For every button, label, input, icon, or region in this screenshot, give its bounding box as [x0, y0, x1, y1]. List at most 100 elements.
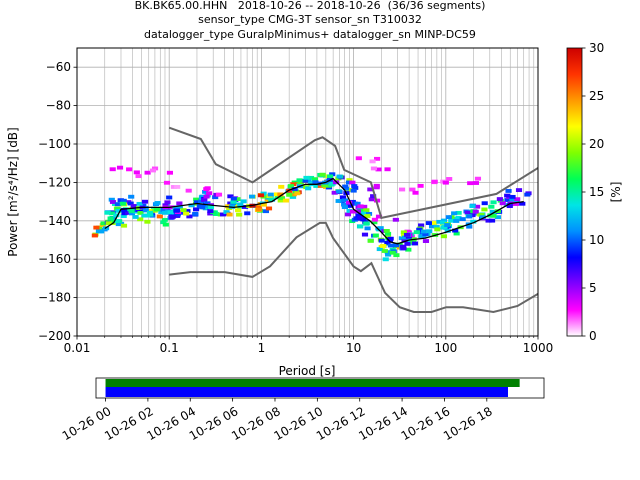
density-cell — [440, 234, 447, 239]
density-cell — [91, 233, 98, 238]
coverage-tick-label: 10-26 18 — [441, 404, 495, 443]
density-cell — [144, 219, 151, 224]
density-cluster — [413, 223, 436, 238]
density-cell — [420, 229, 428, 234]
density-cell — [413, 230, 420, 235]
density-cell — [399, 187, 406, 192]
y-tick-label: −60 — [46, 60, 71, 74]
density-cell — [469, 204, 476, 209]
density-cluster — [109, 165, 133, 172]
x-tick-label: 0.01 — [64, 341, 91, 355]
density-cell — [431, 179, 438, 184]
density-cluster — [353, 211, 378, 231]
density-cell — [392, 217, 399, 222]
density-cell — [185, 188, 192, 193]
density-cell — [206, 191, 213, 196]
density-cell — [336, 174, 343, 179]
density-cell — [346, 209, 353, 213]
density-cell — [513, 199, 520, 204]
density-cell — [364, 214, 371, 218]
density-cell — [349, 209, 356, 214]
density-cell — [262, 209, 269, 214]
density-cell — [114, 219, 121, 223]
density-cell — [474, 176, 482, 181]
y-tick-label: −200 — [38, 329, 71, 343]
density-cell — [404, 229, 411, 234]
density-cell — [127, 201, 134, 206]
density-cell — [161, 210, 169, 215]
density-cell — [230, 196, 237, 201]
density-cell — [488, 218, 496, 223]
coverage-bar-segments — [105, 387, 508, 397]
density-cell — [125, 210, 132, 215]
density-cell — [344, 212, 352, 217]
density-cell — [489, 209, 497, 214]
title-line-3: datalogger_type GuralpMinimus+ datalogge… — [144, 28, 476, 41]
colorbar-tick-label: 30 — [589, 41, 604, 55]
density-cell — [319, 172, 326, 177]
density-cell — [422, 232, 429, 237]
density-cell — [488, 204, 495, 209]
density-cell — [370, 194, 377, 199]
density-cell — [154, 207, 161, 212]
density-cell — [193, 200, 200, 205]
colorbar-tick-label: 5 — [589, 281, 597, 295]
density-cell — [322, 174, 330, 179]
density-cell — [481, 207, 488, 212]
density-cell — [234, 197, 241, 202]
density-cell — [371, 217, 379, 222]
density-cell — [282, 198, 290, 203]
density-cell — [405, 247, 412, 252]
grid — [76, 48, 538, 337]
density-cell — [158, 210, 165, 215]
density-cell — [119, 201, 126, 206]
density-cell — [212, 195, 219, 200]
density-cell — [93, 225, 100, 230]
density-cell — [346, 178, 353, 183]
density-cell — [375, 167, 382, 172]
density-cell — [474, 204, 481, 209]
density-cell — [371, 220, 378, 225]
density-cell — [519, 201, 526, 206]
density-cell — [137, 217, 144, 222]
density-cell — [466, 214, 473, 219]
colorbar-tick-label: 25 — [589, 89, 604, 103]
density-cell — [121, 211, 128, 216]
density-cell — [126, 167, 133, 172]
density-cell — [505, 189, 512, 193]
density-cell — [128, 194, 135, 199]
density-cell — [455, 215, 462, 220]
density-cell — [199, 205, 206, 210]
colorbar-label: [%] — [609, 182, 623, 203]
density-cell — [375, 214, 383, 219]
density-cell — [174, 185, 181, 189]
density-cell — [357, 215, 364, 220]
colorbar-tick-label: 15 — [589, 185, 604, 199]
density-cell — [347, 203, 354, 208]
x-tick-label: 0.1 — [160, 341, 179, 355]
density-cell — [335, 199, 342, 203]
mode-line-group — [104, 177, 524, 245]
density-cell — [515, 188, 523, 193]
density-cell — [120, 223, 128, 228]
density-cell — [296, 178, 303, 183]
density-cell — [412, 190, 419, 195]
density-cell — [387, 243, 394, 248]
density-cell — [166, 195, 173, 200]
density-cell — [144, 170, 151, 175]
density-cell — [236, 212, 243, 217]
nlnm-line — [169, 221, 538, 314]
density-cell — [428, 224, 436, 229]
density-cell — [367, 187, 374, 192]
density-cell — [223, 210, 230, 214]
density-cell — [230, 199, 237, 204]
density-cell — [352, 186, 359, 190]
density-cell — [115, 222, 122, 227]
colorbar-tick-label: 0 — [589, 329, 597, 343]
colorbar-tick-label: 10 — [589, 233, 604, 247]
colorbar-tick-label: 20 — [589, 137, 604, 151]
x-tick-label: 10 — [346, 341, 361, 355]
density-cell — [455, 210, 462, 215]
density-cell — [384, 231, 392, 236]
density-cell — [268, 197, 275, 202]
